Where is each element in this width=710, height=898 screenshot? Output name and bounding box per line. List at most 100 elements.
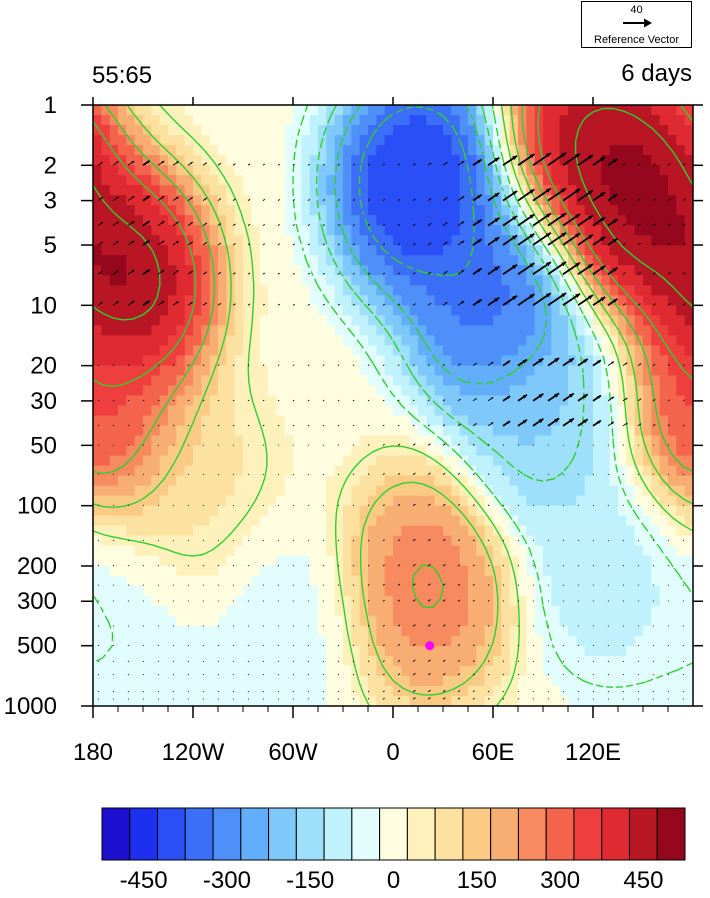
field-cell: [418, 185, 427, 196]
wind-vector: [97, 161, 104, 166]
field-cell: [118, 455, 127, 467]
field-cell: [634, 365, 644, 377]
field-cell: [234, 435, 244, 447]
field-cell: [259, 625, 269, 637]
field-cell: [601, 355, 611, 367]
vector-shaft: [397, 272, 401, 275]
field-cell: [93, 505, 102, 517]
field-cell: [426, 165, 436, 176]
field-cell: [484, 665, 494, 677]
field-cell: [576, 435, 586, 447]
field-cell: [251, 215, 261, 226]
wind-vector: [157, 220, 165, 226]
field-cell: [159, 595, 169, 607]
field-cell: [284, 675, 294, 687]
field-cell: [193, 135, 202, 146]
field-cell: [593, 175, 602, 186]
field-cell: [184, 405, 194, 417]
vector-head: [588, 95, 593, 99]
field-cell: [176, 325, 186, 336]
field-cell: [134, 185, 144, 196]
field-cell: [351, 435, 361, 447]
field-cell: [459, 115, 469, 126]
field-cell: [334, 115, 344, 126]
field-cell: [676, 645, 686, 657]
field-cell: [209, 585, 219, 597]
field-cell: [434, 605, 444, 617]
field-cell: [476, 445, 486, 457]
field-cell: [618, 125, 627, 136]
field-cell: [368, 455, 377, 467]
field-cell: [484, 265, 494, 276]
field-cell: [684, 325, 693, 336]
field-cell: [576, 545, 586, 557]
field-cell: [159, 485, 169, 497]
field-cell: [643, 115, 652, 126]
field-cell: [509, 295, 519, 306]
field-cell: [568, 425, 577, 437]
field-cell: [126, 665, 136, 677]
field-cell: [376, 265, 386, 276]
field-cell: [384, 165, 394, 176]
field-cell: [584, 165, 594, 176]
field-cell: [626, 465, 636, 477]
field-cell: [293, 475, 302, 487]
field-cell: [643, 365, 652, 377]
field-cell: [143, 195, 152, 206]
field-cell: [484, 215, 494, 226]
field-cell: [251, 365, 261, 377]
field-cell: [359, 585, 369, 597]
field-cell: [543, 565, 552, 577]
field-cell: [234, 175, 244, 186]
field-cell: [468, 515, 477, 527]
field-cell: [193, 125, 202, 136]
field-cell: [626, 625, 636, 637]
field-cell: [426, 545, 436, 557]
vector-head: [600, 217, 606, 222]
field-cell: [259, 445, 269, 457]
field-cell: [284, 225, 294, 236]
field-cell: [401, 395, 411, 407]
wind-vector: [322, 243, 325, 246]
field-cell: [468, 575, 477, 587]
field-cell: [276, 495, 286, 507]
field-cell: [384, 545, 394, 557]
field-cell: [401, 115, 411, 126]
wind-vector: [352, 272, 355, 275]
field-cell: [551, 495, 561, 507]
field-cell: [293, 445, 302, 457]
field-cell: [651, 695, 661, 706]
field-cell: [443, 555, 452, 567]
field-cell: [334, 445, 344, 457]
field-cell: [134, 455, 144, 467]
field-cell: [634, 225, 644, 236]
field-cell: [534, 675, 544, 687]
field-cell: [476, 375, 486, 387]
field-cell: [118, 345, 127, 357]
field-cell: [176, 615, 186, 627]
field-cell: [509, 215, 519, 226]
field-cell: [676, 565, 686, 577]
field-cell: [93, 215, 102, 226]
field-cell: [584, 375, 594, 387]
field-cell: [501, 565, 511, 577]
wind-vector: [187, 270, 194, 275]
field-cell: [309, 385, 319, 397]
field-cell: [643, 225, 652, 236]
field-cell: [659, 105, 669, 116]
field-cell: [134, 365, 144, 377]
field-cell: [409, 225, 419, 236]
field-cell: [268, 515, 277, 527]
field-cell: [584, 485, 594, 497]
field-cell: [459, 695, 469, 706]
field-cell: [243, 525, 252, 537]
field-cell: [526, 475, 536, 487]
field-cell: [276, 195, 286, 206]
field-cell: [109, 405, 119, 417]
field-cell: [459, 465, 469, 477]
field-cell: [576, 325, 586, 336]
field-cell: [284, 125, 294, 136]
field-cell: [484, 325, 494, 336]
field-cell: [576, 225, 586, 236]
field-cell: [418, 455, 427, 467]
